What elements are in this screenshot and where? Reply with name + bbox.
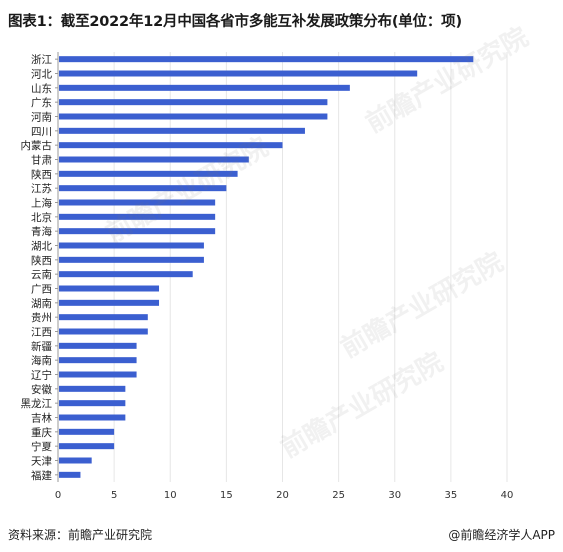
- category-label: 广西: [31, 284, 52, 296]
- category-label: 甘肃: [31, 154, 52, 167]
- bar: [59, 70, 418, 77]
- category-label: 黑龙江: [21, 397, 53, 410]
- bar: [59, 314, 148, 321]
- bar: [59, 357, 137, 364]
- bar: [59, 127, 305, 134]
- bar: [59, 113, 328, 120]
- bar: [59, 142, 283, 149]
- bar: [59, 242, 204, 249]
- bar: [59, 371, 137, 378]
- bar: [59, 170, 238, 177]
- bar: [59, 156, 249, 163]
- category-label: 河北: [31, 69, 52, 81]
- bar: [59, 56, 474, 63]
- bar: [59, 271, 193, 278]
- bar: [59, 185, 227, 192]
- x-tick-label: 35: [445, 490, 458, 501]
- bar: [59, 471, 81, 478]
- x-tick-label: 30: [388, 490, 401, 501]
- bar: [59, 400, 126, 407]
- x-tick-label: 10: [164, 490, 177, 501]
- x-tick-label: 40: [501, 490, 514, 501]
- category-label: 贵州: [31, 311, 52, 324]
- category-label: 辽宁: [31, 369, 52, 382]
- bar: [59, 285, 160, 292]
- x-tick-label: 0: [55, 490, 61, 501]
- bar: [59, 99, 328, 106]
- bar: [59, 457, 92, 464]
- bar: [59, 84, 350, 91]
- bar: [59, 299, 160, 306]
- x-tick-label: 25: [332, 490, 345, 501]
- bar: [59, 328, 148, 335]
- category-label: 重庆: [31, 426, 52, 439]
- bar: [59, 342, 137, 349]
- category-label: 湖南: [31, 297, 52, 310]
- x-tick-label: 5: [111, 490, 117, 501]
- category-label: 吉林: [31, 412, 52, 425]
- category-label: 陕西: [31, 168, 52, 181]
- bar: [59, 256, 204, 263]
- x-tick-label: 15: [220, 490, 233, 501]
- bar: [59, 428, 115, 435]
- category-label: 江西: [31, 327, 52, 339]
- x-tick-label: 20: [276, 490, 289, 501]
- category-label: 湖北: [31, 241, 52, 253]
- category-label: 内蒙古: [21, 139, 53, 152]
- category-label: 河南: [31, 111, 52, 124]
- category-label: 宁夏: [31, 440, 52, 453]
- category-label: 北京: [31, 211, 52, 224]
- bar: [59, 385, 126, 392]
- category-label: 浙江: [31, 54, 52, 66]
- category-label: 海南: [31, 354, 52, 367]
- category-label: 四川: [31, 126, 52, 138]
- category-label: 上海: [31, 197, 52, 210]
- category-label: 广东: [31, 96, 52, 109]
- brand-label: @前瞻经济学人APP: [448, 528, 555, 542]
- category-label: 天津: [31, 456, 52, 468]
- category-label: 云南: [31, 268, 52, 281]
- bar: [59, 228, 216, 235]
- category-label: 陕西: [31, 254, 52, 267]
- bar: [59, 199, 216, 206]
- category-label: 江苏: [31, 182, 52, 195]
- bar: [59, 443, 115, 450]
- bar: [59, 414, 126, 421]
- bar: [59, 213, 216, 220]
- category-label: 山东: [31, 82, 52, 95]
- category-label: 新疆: [31, 340, 52, 353]
- category-label: 青海: [31, 225, 52, 238]
- category-label: 安徽: [31, 383, 52, 396]
- category-label: 福建: [31, 469, 52, 482]
- chart-title: 图表1：截至2022年12月中国各省市多能互补发展政策分布(单位：项): [8, 14, 462, 30]
- source-note: 资料来源：前瞻产业研究院: [8, 528, 153, 542]
